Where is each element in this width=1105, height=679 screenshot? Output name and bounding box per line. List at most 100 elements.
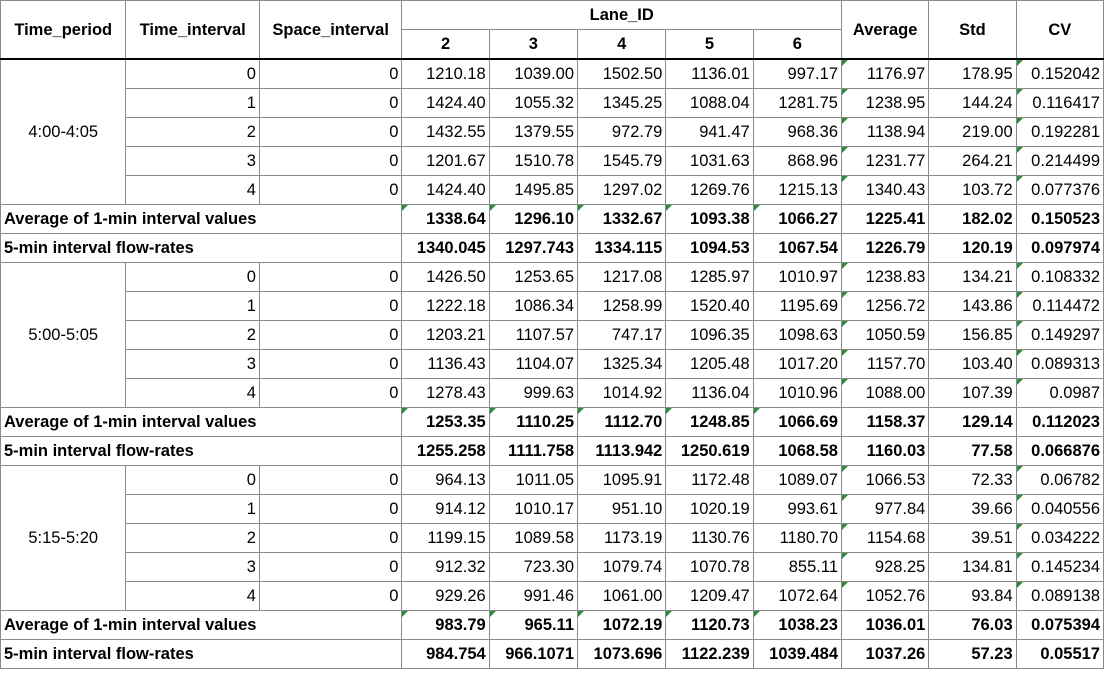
lane-value-cell: 1010.17: [488, 494, 579, 524]
lane-value-cell: 1495.85: [488, 175, 579, 205]
lane-value-cell: 723.30: [488, 552, 579, 582]
lane-value-cell: 1510.78: [488, 146, 579, 176]
table-row: 2 0 1203.21 1107.57 747.17 1096.35 1098.63 1050…: [1, 320, 1105, 350]
lane-value-cell: 1325.34: [577, 349, 667, 379]
summary-average: 1225.41: [840, 204, 930, 234]
average-cell: 1088.00: [840, 378, 930, 408]
table-row: 3 0 912.32 723.30 1079.74 1070.78 855.11 928.25…: [1, 552, 1105, 582]
lane-value-cell: 1089.58: [488, 523, 579, 553]
header-lane: 6: [752, 29, 843, 60]
table-row: 4 0 1278.43 999.63 1014.92 1136.04 1010.96 1088…: [1, 378, 1105, 408]
summary-lane-value: 1067.54: [752, 233, 843, 263]
summary-lane-value: 1110.25: [488, 407, 579, 437]
lane-value-cell: 1210.18: [401, 58, 490, 89]
summary-lane-value: 1340.045: [401, 233, 490, 263]
summary-lane-value: 1066.27: [752, 204, 843, 234]
lane-value-cell: 1426.50: [401, 262, 490, 292]
time-interval-cell: 3: [125, 349, 260, 379]
std-cell: 264.21: [928, 146, 1017, 176]
lane-value-cell: 1130.76: [665, 523, 754, 553]
space-interval-cell: 0: [258, 378, 403, 408]
header-lane: 4: [577, 29, 667, 60]
summary-average: 1036.01: [840, 610, 930, 640]
lane-value-cell: 1281.75: [752, 88, 843, 118]
time-interval-cell: 4: [125, 378, 260, 408]
lane-value-cell: 1136.43: [401, 349, 490, 379]
summary-label: Average of 1-min interval values: [0, 407, 403, 437]
std-cell: 178.95: [928, 58, 1017, 89]
flow-rate-summary-row: 5-min interval flow-rates 984.754 966.1071…: [0, 639, 1105, 669]
lane-value-cell: 1070.78: [665, 552, 754, 582]
average-summary-row: Average of 1-min interval values 1253.35 1…: [0, 407, 1105, 437]
average-cell: 1176.97: [840, 58, 930, 89]
average-cell: 1238.95: [840, 88, 930, 118]
lane-value-cell: 1297.02: [577, 175, 667, 205]
lane-value-cell: 1269.76: [665, 175, 754, 205]
lane-value-cell: 1096.35: [665, 320, 754, 350]
table-row: 4 0 929.26 991.46 1061.00 1209.47 1072.64 1052.…: [1, 581, 1105, 611]
summary-lane-value: 1073.696: [577, 639, 667, 669]
header-lane: 2: [401, 29, 490, 60]
summary-lane-value: 966.1071: [488, 639, 579, 669]
summary-lane-value: 1066.69: [752, 407, 843, 437]
lane-value-cell: 1014.92: [577, 378, 667, 408]
std-cell: 156.85: [928, 320, 1017, 350]
table-row: 5:15-5:20 0 0 964.13 1011.05 1095.91 1172.48 10…: [0, 465, 1105, 611]
space-interval-cell: 0: [258, 262, 403, 292]
time-interval-cell: 2: [125, 523, 260, 553]
table-row: 3 0 1201.67 1510.78 1545.79 1031.63 868.96 1231…: [1, 146, 1105, 176]
cv-cell: 0.114472: [1015, 291, 1105, 321]
space-interval-cell: 0: [258, 88, 403, 118]
lane-value-cell: 1079.74: [577, 552, 667, 582]
cv-cell: 0.089313: [1015, 349, 1105, 379]
summary-average: 1158.37: [840, 407, 930, 437]
summary-lane-value: 1039.484: [752, 639, 843, 669]
lane-value-cell: 855.11: [752, 552, 843, 582]
space-interval-cell: 0: [258, 581, 403, 611]
lane-value-cell: 1011.05: [488, 465, 579, 495]
lane-value-cell: 1088.04: [665, 88, 754, 118]
flow-rate-summary-row: 5-min interval flow-rates 1340.045 1297.74…: [0, 233, 1105, 263]
std-cell: 103.40: [928, 349, 1017, 379]
summary-lane-value: 1250.619: [665, 436, 754, 466]
time-interval-cell: 1: [125, 88, 260, 118]
table-row: 1 0 914.12 1010.17 951.10 1020.19 993.61 977.84…: [1, 494, 1105, 524]
average-cell: 1050.59: [840, 320, 930, 350]
table-row: 4:00-4:05 0 0 1210.18 1039.00 1502.50 1136.01 9…: [0, 58, 1105, 205]
header-time-period: Time_period: [0, 0, 127, 60]
average-cell: 928.25: [840, 552, 930, 582]
time-interval-cell: 4: [125, 581, 260, 611]
cv-cell: 0.192281: [1015, 117, 1105, 147]
summary-cv: 0.075394: [1015, 610, 1105, 640]
average-cell: 1231.77: [840, 146, 930, 176]
std-cell: 134.21: [928, 262, 1017, 292]
cv-cell: 0.149297: [1015, 320, 1105, 350]
average-summary-row: Average of 1-min interval values 1338.64 1…: [0, 204, 1105, 234]
header-std: Std: [928, 0, 1017, 60]
summary-std: 76.03: [928, 610, 1017, 640]
space-interval-cell: 0: [258, 117, 403, 147]
std-cell: 103.72: [928, 175, 1017, 205]
header-space-interval: Space_interval: [258, 0, 403, 60]
lane-value-cell: 1136.01: [665, 58, 754, 89]
lane-value-cell: 1199.15: [401, 523, 490, 553]
lane-value-cell: 1205.48: [665, 349, 754, 379]
summary-lane-value: 984.754: [401, 639, 490, 669]
space-interval-cell: 0: [258, 58, 403, 89]
lane-value-cell: 972.79: [577, 117, 667, 147]
lane-value-cell: 1379.55: [488, 117, 579, 147]
std-cell: 107.39: [928, 378, 1017, 408]
lane-value-cell: 1072.64: [752, 581, 843, 611]
lane-value-cell: 1017.20: [752, 349, 843, 379]
lane-value-cell: 1203.21: [401, 320, 490, 350]
header-lane: 5: [665, 29, 754, 60]
cv-cell: 0.040556: [1015, 494, 1105, 524]
lane-value-cell: 1502.50: [577, 58, 667, 89]
time-interval-cell: 0: [125, 58, 260, 89]
cv-cell: 0.214499: [1015, 146, 1105, 176]
lane-value-cell: 997.17: [752, 58, 843, 89]
time-period-cell: 4:00-4:05: [0, 58, 127, 205]
summary-lane-value: 1248.85: [665, 407, 754, 437]
time-interval-cell: 0: [125, 262, 260, 292]
